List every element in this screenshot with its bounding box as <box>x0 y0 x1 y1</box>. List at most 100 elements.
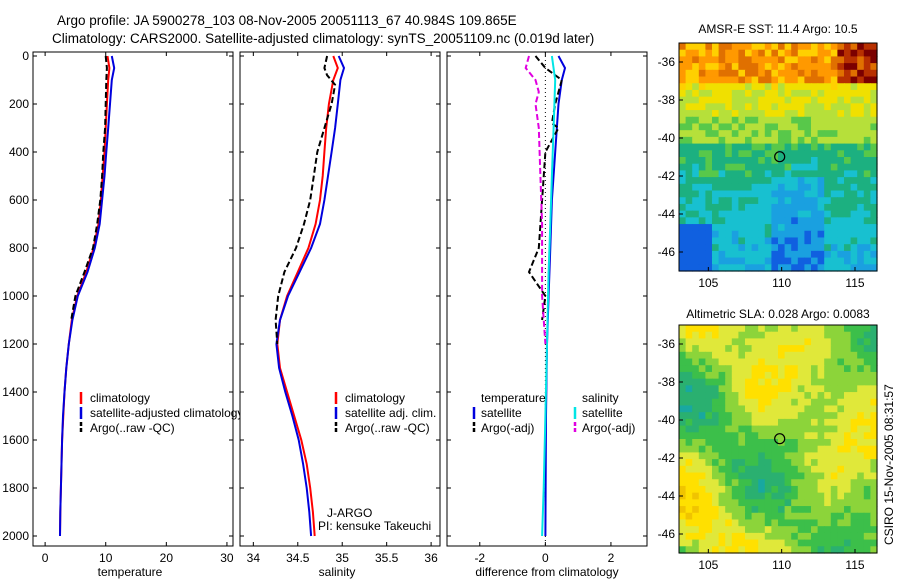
heatmap-cell <box>844 392 852 400</box>
heatmap-cell <box>863 170 871 178</box>
heatmap-cell <box>731 532 739 541</box>
heatmap-cell <box>731 190 739 198</box>
heatmap-cell <box>791 512 799 521</box>
heatmap-cell <box>791 452 799 460</box>
heatmap-cell <box>857 76 865 84</box>
heatmap-cell <box>830 378 838 386</box>
heatmap-cell <box>705 445 713 454</box>
heatmap-cell <box>870 485 878 494</box>
heatmap-cell <box>698 405 706 413</box>
heatmap-cell <box>784 371 792 380</box>
heatmap-cell <box>857 365 865 373</box>
heatmap-cell <box>705 499 713 507</box>
heatmap-cell <box>679 519 687 527</box>
heatmap-cell <box>692 398 700 407</box>
heatmap-cell <box>698 506 706 514</box>
heatmap-cell <box>817 345 825 353</box>
heatmap-cell <box>870 170 878 178</box>
heatmap-cell <box>771 499 779 507</box>
heatmap-cell <box>771 264 779 272</box>
heatmap-cell <box>870 203 878 212</box>
heatmap-cell <box>771 452 779 460</box>
heatmap-cell <box>824 217 832 225</box>
salinity-legend: climatology satellite adj. clim. Argo(..… <box>334 391 436 435</box>
heatmap-cell <box>685 519 693 527</box>
heatmap-cell <box>778 170 786 178</box>
heatmap-cell <box>844 378 852 386</box>
heatmap-cell <box>830 210 838 218</box>
heatmap-cell <box>718 519 726 527</box>
heatmap-cell <box>725 452 733 460</box>
heatmap-cell <box>692 445 700 454</box>
heatmap-cell <box>725 325 733 333</box>
heatmap-cell <box>692 519 700 527</box>
heatmap-cell <box>751 203 759 212</box>
heatmap-cell <box>758 190 766 198</box>
heatmap-cell <box>718 506 726 514</box>
heatmap-cell <box>811 143 819 151</box>
series-satellite-adj-clim- <box>275 55 346 537</box>
heatmap-cell <box>857 116 865 125</box>
heatmap-cell <box>718 418 726 427</box>
heatmap-cell <box>791 217 799 225</box>
heatmap-cell <box>764 405 772 413</box>
heatmap-cell <box>738 130 746 138</box>
heatmap-cell <box>712 190 720 198</box>
heatmap-cell <box>850 499 858 507</box>
heatmap-cell <box>705 392 713 400</box>
heatmap-cell <box>844 338 852 346</box>
heatmap-cell <box>830 358 838 366</box>
heatmap-cell <box>824 459 832 467</box>
heatmap-cell <box>778 365 786 373</box>
heatmap-cell <box>784 485 792 494</box>
heatmap-cell <box>764 351 772 360</box>
heatmap-cell <box>712 210 720 218</box>
heatmap-cell <box>718 264 726 272</box>
heatmap-cell <box>751 163 759 172</box>
heatmap-cell <box>791 89 799 98</box>
heatmap-cell <box>817 63 825 71</box>
heatmap-cell <box>837 190 845 198</box>
heatmap-cell <box>804 425 812 433</box>
heatmap-cell <box>679 163 687 172</box>
heatmap-cell <box>705 56 713 64</box>
heatmap-cell <box>857 338 865 346</box>
heatmap-cell <box>725 230 733 239</box>
heatmap-cell <box>817 472 825 480</box>
heatmap-cell <box>679 479 687 487</box>
heatmap-cell <box>718 412 726 420</box>
heatmap-cell <box>698 56 706 64</box>
heatmap-cell <box>837 143 845 151</box>
heatmap-cell <box>804 392 812 400</box>
heatmap-cell <box>712 412 720 420</box>
heatmap-cell <box>863 230 871 239</box>
heatmap-cell <box>863 378 871 386</box>
heatmap-cell <box>679 203 687 212</box>
heatmap-cell <box>679 190 687 198</box>
heatmap-cell <box>764 96 772 104</box>
heatmap-cell <box>771 224 779 232</box>
heatmap-cell <box>764 492 772 500</box>
heatmap-cell <box>844 143 852 151</box>
heatmap-cell <box>698 230 706 239</box>
heatmap-cell <box>745 103 753 111</box>
heatmap-cell <box>857 325 865 333</box>
heatmap-cell <box>824 371 832 380</box>
heatmap-cell <box>771 157 779 165</box>
heatmap-cell <box>718 257 726 265</box>
heatmap-cell <box>685 43 693 51</box>
heatmap-cell <box>837 56 845 64</box>
heatmap-cell <box>778 351 786 360</box>
heatmap-cell <box>764 425 772 433</box>
heatmap-cell <box>764 183 772 192</box>
heatmap-cell <box>738 116 746 125</box>
heatmap-cell <box>837 83 845 91</box>
heatmap-cell <box>764 392 772 400</box>
heatmap-cell <box>791 499 799 507</box>
heatmap-cell <box>778 237 786 245</box>
heatmap-cell <box>758 439 766 447</box>
heatmap-cell <box>751 89 759 98</box>
map-frame <box>678 42 878 272</box>
heatmap-cell <box>784 425 792 433</box>
heatmap-cell <box>863 432 871 440</box>
